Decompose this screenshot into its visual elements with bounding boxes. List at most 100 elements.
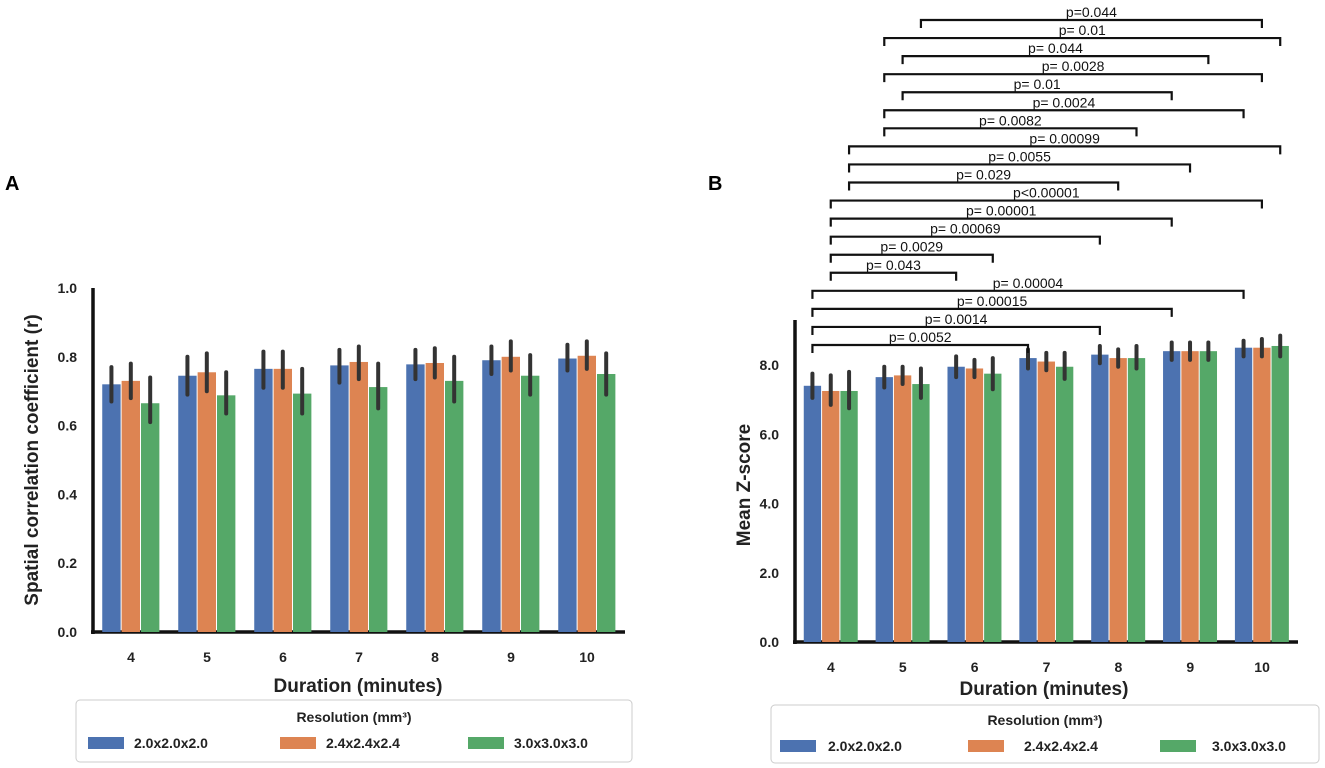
- chart-b-ytick-label: 8.0: [760, 357, 780, 373]
- significance-pvalue: p= 0.00001: [966, 203, 1037, 219]
- chart-b-xtick-label: 9: [1186, 659, 1194, 675]
- chart-b-ytick-label: 0.0: [760, 634, 780, 650]
- chart-a-bar: [121, 380, 140, 632]
- legend-b-swatch-3: [1160, 740, 1196, 752]
- significance-pvalue: p= 0.0082: [979, 112, 1042, 128]
- chart-b-ylabel: Mean Z-score: [734, 424, 755, 546]
- chart-a-bar: [482, 360, 501, 632]
- legend-b-swatch-2: [968, 740, 1004, 752]
- significance-bracket: [847, 145, 1282, 155]
- chart-b-bar: [840, 390, 858, 642]
- chart-a-bar: [521, 375, 540, 632]
- chart-a-bar: [330, 365, 349, 632]
- chart-a-ytick-label: 1.0: [58, 280, 78, 296]
- significance-bracket: [919, 18, 1263, 28]
- chart-b-bar: [1055, 366, 1074, 642]
- chart-b-bar: [1234, 347, 1253, 642]
- chart-a-bar: [369, 387, 388, 632]
- chart-b-bar: [1019, 358, 1037, 642]
- significance-bracket: [811, 307, 1173, 317]
- legend-b-swatch-1: [780, 740, 816, 752]
- legend-b-title: Resolution (mm³): [987, 712, 1102, 728]
- chart-b-ytick-label: 4.0: [760, 496, 780, 512]
- chart-a-bar: [217, 395, 236, 632]
- chart-a-xtick-label: 5: [203, 649, 211, 665]
- significance-pvalue: p= 0.00099: [1029, 130, 1100, 146]
- chart-a-bar: [293, 393, 312, 632]
- chart-b-bar: [1109, 358, 1127, 642]
- chart-a-ytick-label: 0.4: [58, 486, 78, 502]
- chart-a-bar: [425, 362, 444, 632]
- legend-b: Resolution (mm³) 2.0x2.0x2.0 2.4x2.4x2.4…: [770, 704, 1320, 764]
- chart-a-bar: [141, 403, 160, 632]
- chart-a-bar: [577, 355, 596, 632]
- chart-a-xtick-label: 8: [431, 649, 439, 665]
- chart-a-bar: [273, 368, 292, 632]
- chart-b-bar: [1181, 351, 1199, 642]
- chart-b-bar: [822, 390, 840, 642]
- chart-a-xtick-label: 9: [507, 649, 515, 665]
- significance-pvalue: p= 0.0055: [988, 148, 1051, 164]
- panel-b-label: B: [708, 173, 722, 195]
- legend-a-swatch-1: [88, 737, 124, 749]
- significance-pvalue: p= 0.029: [956, 167, 1011, 183]
- chart-b-xtick-label: 5: [899, 659, 907, 675]
- chart-b-ytick-label: 6.0: [760, 426, 780, 442]
- chart-a-bar: [197, 372, 216, 632]
- significance-bracket: [829, 199, 1263, 209]
- significance-pvalue: p= 0.01: [1014, 76, 1061, 92]
- significance-bracket: [883, 73, 1263, 83]
- chart-b-bar: [1091, 354, 1109, 642]
- significance-pvalue: p=0.044: [1066, 4, 1117, 20]
- significance-bracket: [811, 343, 1030, 353]
- chart-a-xtick-label: 6: [279, 649, 287, 665]
- significance-bracket: [883, 109, 1245, 119]
- chart-b-bar: [893, 375, 912, 642]
- chart-b-xtick-label: 10: [1254, 659, 1270, 675]
- chart-a-xtick-label: 4: [127, 649, 135, 665]
- chart-a-bar: [102, 384, 121, 632]
- significance-pvalue: p= 0.00069: [930, 221, 1001, 237]
- significance-bracket: [811, 325, 1101, 335]
- legend-a-swatch-3: [468, 737, 504, 749]
- chart-b-bar: [947, 366, 965, 642]
- legend-b-label-3: 3.0x3.0x3.0: [1212, 738, 1286, 754]
- significance-bracket: [901, 55, 1210, 65]
- chart-a-xtick-label: 10: [579, 649, 595, 665]
- chart-a-ytick-label: 0.6: [58, 418, 78, 434]
- chart-b-bar: [912, 384, 930, 642]
- significance-bracket: [829, 235, 1101, 245]
- chart-a-xlabel: Duration (minutes): [274, 676, 443, 697]
- legend-a-label-1: 2.0x2.0x2.0: [134, 735, 208, 751]
- chart-a-ytick-label: 0.2: [58, 555, 78, 571]
- significance-bracket: [811, 289, 1245, 299]
- chart-a-bar: [406, 364, 425, 632]
- chart-a-bar: [254, 368, 273, 632]
- significance-bracket: [829, 253, 994, 263]
- chart-b-bar: [803, 385, 822, 642]
- significance-bracket: [901, 91, 1173, 101]
- chart-b-bar: [965, 368, 984, 642]
- chart-a-ytick-label: 0.0: [58, 624, 78, 640]
- significance-bracket: [883, 36, 1282, 47]
- legend-a-label-2: 2.4x2.4x2.4: [326, 735, 400, 751]
- significance-bracket: [829, 271, 958, 281]
- legend-a-swatch-2: [280, 737, 316, 749]
- chart-b-xtick-label: 7: [1043, 659, 1051, 675]
- legend-a: Resolution (mm³) 2.0x2.0x2.0 2.4x2.4x2.4…: [75, 699, 633, 763]
- significance-pvalue: p= 0.0029: [880, 239, 943, 255]
- significance-bracket: [883, 127, 1138, 137]
- chart-b-bar: [1199, 351, 1218, 642]
- chart-a-ytick-label: 0.8: [58, 349, 78, 365]
- legend-b-label-2: 2.4x2.4x2.4: [1024, 738, 1098, 754]
- significance-pvalue: p<0.00001: [1013, 185, 1080, 201]
- significance-bracket: [847, 181, 1120, 191]
- chart-a-ylabel: Spatial correlation coefficient (r): [22, 314, 43, 605]
- chart-b-ytick-label: 2.0: [760, 565, 780, 581]
- legend-b-label-1: 2.0x2.0x2.0: [828, 738, 902, 754]
- legend-a-label-3: 3.0x3.0x3.0: [514, 735, 588, 751]
- chart-b-bar: [984, 373, 1002, 642]
- chart-a-plot: 0.0 0.2 0.4 0.6 0.8 1.0 4 5 6 7 8 9 10: [58, 280, 625, 665]
- chart-a-xtick-label: 7: [355, 649, 363, 665]
- chart-a-bar: [349, 361, 368, 632]
